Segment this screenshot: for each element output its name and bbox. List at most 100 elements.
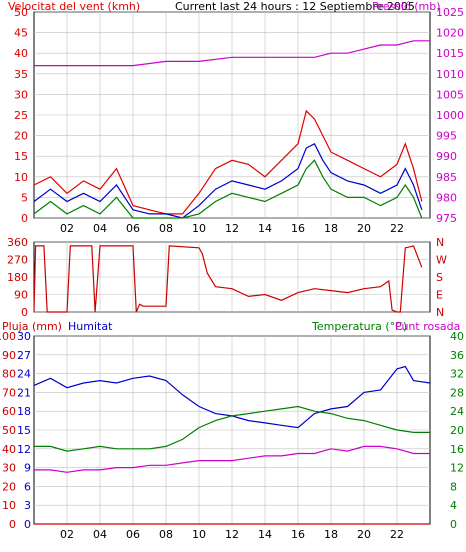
- wind-speed-tick-label: 50: [14, 6, 28, 19]
- direction-series: [33, 245, 423, 313]
- pressure-tick-label: 1000: [436, 109, 464, 122]
- wind_avg-series-line: [33, 142, 423, 219]
- rain-tick-label: 0: [9, 518, 16, 531]
- rain-tick-label: 90: [2, 349, 16, 362]
- wind-speed-tick-label: 25: [14, 109, 28, 122]
- wind-series-line: [33, 109, 423, 215]
- wind-time-tick-label: 08: [159, 222, 173, 235]
- wind-speed-tick-label: 0: [21, 212, 28, 225]
- direction-compass-tick-label: E: [436, 289, 443, 302]
- temp-time-tick-label: 06: [126, 528, 140, 541]
- wind-speed-tick-label: 30: [14, 88, 28, 101]
- pressure-series-line: [34, 40, 430, 67]
- rain-tick-label: 30: [2, 462, 16, 475]
- wind-speed-tick-label: 40: [14, 47, 28, 60]
- dewpoint-series-line: [34, 445, 430, 473]
- pressure-tick-label: 995: [436, 130, 457, 143]
- wind-panel-series: [33, 40, 430, 219]
- wind-speed-tick-label: 15: [14, 150, 28, 163]
- rain-tick-label: 50: [2, 424, 16, 437]
- temperature-axis-label: Temperatura (°C): [311, 320, 407, 333]
- wind-time-tick-label: 22: [390, 222, 404, 235]
- temperature-tick-label: 0: [450, 518, 457, 531]
- temp-time-tick-label: 10: [192, 528, 206, 541]
- direction-degree-tick-label: 0: [21, 306, 28, 319]
- temp-time-tick-label: 02: [60, 528, 74, 541]
- humidity-series-line: [33, 365, 431, 429]
- pressure-ticks: 975 980 985 990 995 1000 1005 1010 1015 1020 1025: [436, 6, 464, 225]
- temperature-tick-label: 40: [450, 330, 464, 343]
- temperature-tick-label: 20: [450, 424, 464, 437]
- wind-time-tick-label: 18: [324, 222, 338, 235]
- temperature-tick-label: 32: [450, 368, 464, 381]
- humidity-tick-label: 15: [17, 424, 31, 437]
- rain-tick-label: 60: [2, 405, 16, 418]
- temp-time-tick-label: 04: [93, 528, 107, 541]
- rain-tick-label: 100: [0, 330, 16, 343]
- direction-compass-tick-label: S: [436, 271, 443, 284]
- temp-time-tick-label: 08: [159, 528, 173, 541]
- pressure-tick-label: 990: [436, 150, 457, 163]
- wind-time-ticks: 02 04 06 08 10 12 14 16 18 20 22: [60, 222, 404, 235]
- wind-direction-series-line: [33, 245, 423, 313]
- wind-time-tick-label: 10: [192, 222, 206, 235]
- temp-panel-series: [33, 365, 431, 525]
- rain-tick-label: 10: [2, 499, 16, 512]
- wind-speed-tick-label: 45: [14, 27, 28, 40]
- wind-time-tick-label: 02: [60, 222, 74, 235]
- pressure-tick-label: 985: [436, 171, 457, 184]
- wind-speed-tick-label: 5: [21, 191, 28, 204]
- pressure-tick-label: 1020: [436, 27, 464, 40]
- temperature-tick-label: 28: [450, 386, 464, 399]
- wind-speed-tick-label: 20: [14, 130, 28, 143]
- temperature-tick-label: 36: [450, 349, 464, 362]
- rain-tick-label: 70: [2, 386, 16, 399]
- rain-ticks: 0 10 20 30 40 50 60 70 80 90 100: [0, 330, 16, 531]
- temperature-tick-label: 12: [450, 462, 464, 475]
- humidity-tick-label: 30: [17, 330, 31, 343]
- wind-axis-label: Velocitat del vent (kmh): [8, 0, 140, 13]
- direction-compass-tick-label: W: [436, 254, 447, 267]
- wind-time-tick-label: 20: [357, 222, 371, 235]
- direction-degree-tick-label: 180: [7, 271, 28, 284]
- direction-degree-tick-label: 90: [14, 289, 28, 302]
- wind-time-tick-label: 04: [93, 222, 107, 235]
- wind-time-tick-label: 16: [291, 222, 305, 235]
- humidity-tick-label: 12: [17, 443, 31, 456]
- direction-compass-tick-label: N: [436, 236, 444, 249]
- chart-title: Current last 24 hours : 12 Septiembre 20…: [175, 0, 415, 13]
- temp-time-tick-label: 12: [225, 528, 239, 541]
- rain-tick-label: 40: [2, 443, 16, 456]
- wind-speed-tick-label: 10: [14, 171, 28, 184]
- temperature-tick-label: 16: [450, 443, 464, 456]
- humidity-tick-label: 24: [17, 368, 31, 381]
- humidity-tick-label: 3: [24, 499, 31, 512]
- temperature-series-line: [34, 405, 430, 452]
- temp-time-tick-label: 18: [324, 528, 338, 541]
- pressure-tick-label: 980: [436, 191, 457, 204]
- humidity-tick-label: 9: [24, 462, 31, 475]
- direction-degree-tick-label: 270: [7, 254, 28, 267]
- temp-time-tick-label: 20: [357, 528, 371, 541]
- dewpoint-axis-label: Punt rosada: [395, 320, 460, 333]
- wind-speed-ticks: 0 5 10 15 20 25 30 35 40 45 50: [14, 6, 28, 225]
- direction-compass-tick-label: N: [436, 306, 444, 319]
- wind-time-tick-label: 06: [126, 222, 140, 235]
- direction-degree-ticks: 0 90 180 270 360: [7, 236, 28, 319]
- temp-time-tick-label: 22: [390, 528, 404, 541]
- temperature-tick-label: 24: [450, 405, 464, 418]
- temp-time-tick-label: 14: [258, 528, 272, 541]
- rain-axis-label: Pluja (mm): [2, 320, 62, 333]
- wind-time-tick-label: 12: [225, 222, 239, 235]
- humidity-tick-label: 21: [17, 386, 31, 399]
- pressure-tick-label: 975: [436, 212, 457, 225]
- humidity-tick-label: 6: [24, 480, 31, 493]
- humidity-tick-label: 18: [17, 405, 31, 418]
- wind-time-tick-label: 14: [258, 222, 272, 235]
- temperature-tick-label: 4: [450, 499, 457, 512]
- pressure-tick-label: 1005: [436, 88, 464, 101]
